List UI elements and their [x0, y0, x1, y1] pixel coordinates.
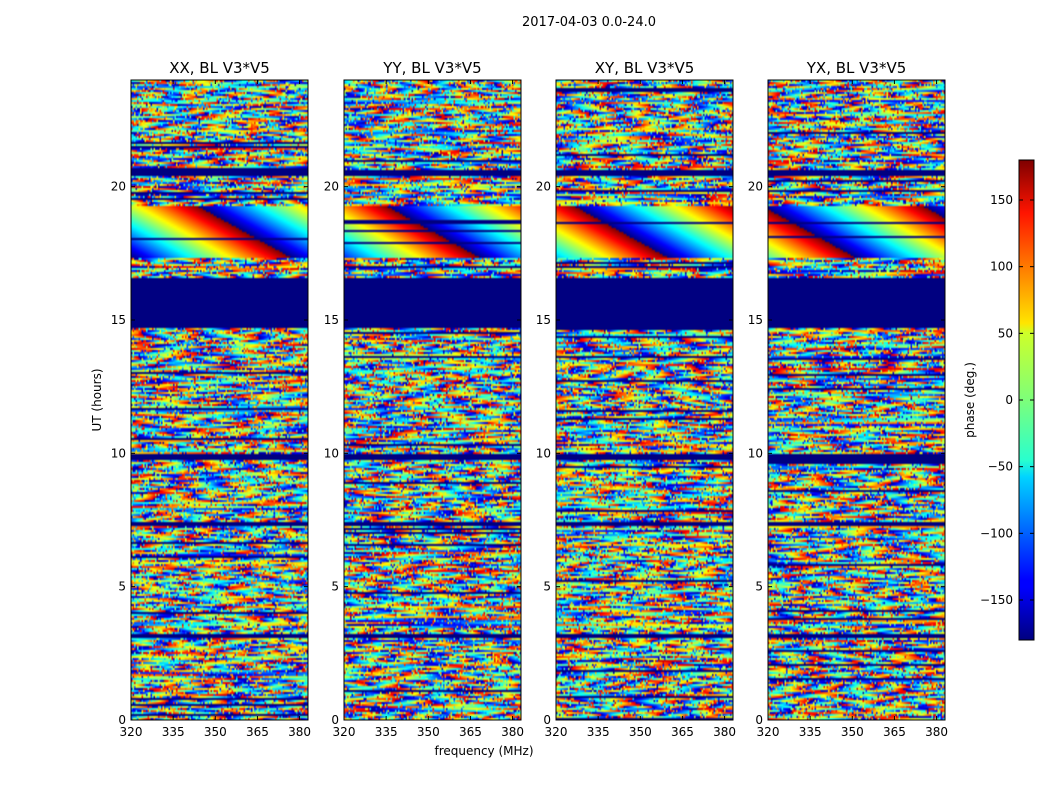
x-axis-label: frequency (MHz)	[434, 744, 533, 758]
panel-frame	[767, 79, 946, 721]
x-tick-label: 365	[246, 725, 269, 739]
y-tick-label: 15	[748, 313, 763, 327]
colorbar-tick-label: 0	[1005, 393, 1013, 407]
panel-title: XX, BL V3*V5	[169, 59, 270, 77]
panel-title: YY, BL V3*V5	[382, 59, 481, 77]
colorbar-label: phase (deg.)	[963, 362, 977, 438]
y-tick-label: 20	[748, 180, 763, 194]
x-tick-label: 380	[925, 725, 948, 739]
colorbar-tick-label: 100	[990, 260, 1013, 274]
x-tick-label: 350	[417, 725, 440, 739]
colorbar-tick-label: −100	[980, 526, 1013, 540]
y-tick-label: 20	[536, 180, 551, 194]
x-tick-label: 350	[629, 725, 652, 739]
y-tick-label: 0	[543, 713, 551, 727]
y-tick-label: 0	[331, 713, 339, 727]
x-tick-label: 365	[671, 725, 694, 739]
colorbar-tick-label: 150	[990, 193, 1013, 207]
phase-image-xx	[131, 80, 308, 720]
phase-image-yx	[768, 80, 945, 720]
x-tick-label: 380	[288, 725, 311, 739]
x-tick-label: 320	[120, 725, 143, 739]
y-tick-label: 5	[118, 580, 126, 594]
y-tick-label: 5	[331, 580, 339, 594]
x-tick-label: 380	[501, 725, 524, 739]
colorbar-tick-label: −150	[980, 593, 1013, 607]
figure-suptitle: 2017-04-03 0.0-24.0	[522, 15, 656, 30]
y-tick-label: 5	[543, 580, 551, 594]
x-tick-label: 365	[883, 725, 906, 739]
y-tick-label: 15	[324, 313, 339, 327]
y-tick-label: 0	[755, 713, 763, 727]
y-tick-label: 5	[755, 580, 763, 594]
y-tick-label: 20	[324, 180, 339, 194]
x-tick-label: 320	[333, 725, 356, 739]
x-tick-label: 335	[162, 725, 185, 739]
y-axis-label: UT (hours)	[90, 368, 104, 431]
colorbar-tick-label: 50	[998, 326, 1013, 340]
phase-image-yy	[344, 80, 521, 720]
panel-title: XY, BL V3*V5	[595, 59, 695, 77]
y-tick-label: 15	[111, 313, 126, 327]
panel-title: YX, BL V3*V5	[806, 59, 907, 77]
x-tick-label: 350	[841, 725, 864, 739]
y-tick-label: 10	[324, 446, 339, 460]
y-tick-label: 20	[111, 180, 126, 194]
y-tick-label: 15	[536, 313, 551, 327]
phase-image-xy	[556, 80, 733, 720]
panel-frame	[130, 79, 309, 721]
x-tick-label: 320	[757, 725, 780, 739]
x-tick-label: 335	[375, 725, 398, 739]
x-tick-label: 350	[204, 725, 227, 739]
panel-xy: XY, BL V3*V5 320 335 350 365 380 0 5 10 15 20	[536, 59, 736, 739]
panel-yx: YX, BL V3*V5 320 335 350 365 380 0 5 10 15 20	[748, 59, 948, 739]
y-tick-label: 10	[748, 446, 763, 460]
y-tick-label: 10	[111, 446, 126, 460]
panel-xx: XX, BL V3*V5 320 335 350 365 380 0 5 10 15 20	[111, 59, 311, 739]
y-tick-label: 0	[118, 713, 126, 727]
y-tick-label: 10	[536, 446, 551, 460]
x-tick-label: 335	[587, 725, 610, 739]
colorbar-tick-label: −50	[988, 460, 1013, 474]
panel-yy: YY, BL V3*V5 320 335 350 365 380 0 5 10 15 20	[324, 59, 524, 739]
x-tick-label: 335	[799, 725, 822, 739]
x-tick-label: 380	[713, 725, 736, 739]
panel-frame	[343, 79, 522, 721]
colorbar: 150 100 50 0 −50 −100 −150	[980, 159, 1035, 641]
x-tick-label: 365	[459, 725, 482, 739]
x-tick-label: 320	[545, 725, 568, 739]
panel-frame	[555, 79, 734, 721]
